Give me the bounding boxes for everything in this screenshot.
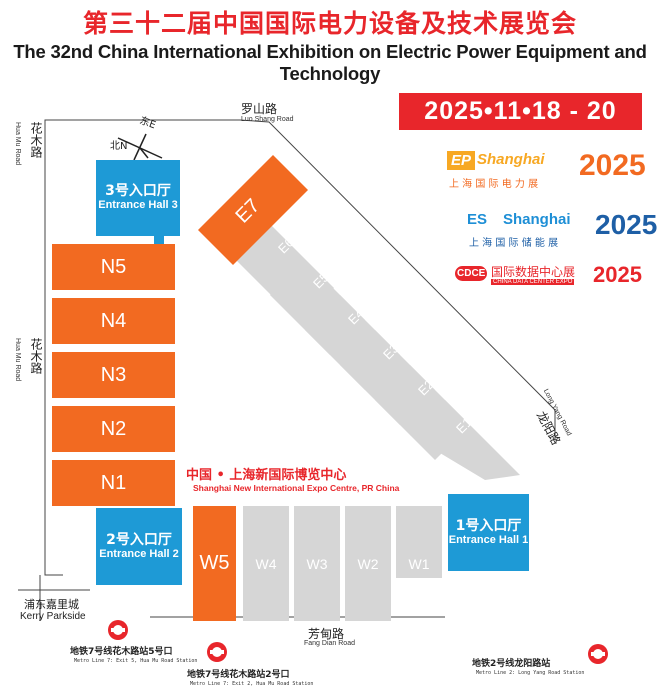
- logo-ep-city: Shanghai: [477, 151, 545, 168]
- kerry-parkside-cn: 浦东嘉里城: [24, 598, 79, 611]
- compass-icon: [117, 133, 163, 161]
- road-luoshan-en: Luo Shang Road: [241, 116, 294, 123]
- metro-icon: [588, 644, 608, 664]
- entrance-hall-2-en: Entrance Hall 2: [99, 547, 179, 560]
- entrance-hall-3: 3号入口厅 Entrance Hall 3: [96, 160, 180, 236]
- e-halls: [233, 222, 520, 480]
- logo-cdce-title: 国际数据中心展: [491, 265, 576, 279]
- entrance-hall-2: 2号入口厅 Entrance Hall 2: [96, 508, 182, 585]
- hall-e7: [198, 155, 308, 265]
- hall-n4: N4: [52, 298, 175, 344]
- logo-ep-sub: 上 海 国 际 电 力 展: [449, 179, 539, 190]
- venue-name-cn: 中国 • 上海新国际博览中心: [186, 468, 347, 483]
- compass-north: 北N: [110, 141, 128, 152]
- hall-n3: N3: [52, 352, 175, 398]
- hall-w2-label: W2: [357, 556, 379, 572]
- metro-2-cn: 地铁7号线花木路站2号口: [187, 670, 290, 680]
- hall-w2: [345, 506, 391, 621]
- logo-cdce: CDCE 国际数据中心展 CHINA DATA CENTER EXPO 2025: [455, 262, 657, 294]
- entrance-hall-3-cn: 3号入口厅: [105, 183, 171, 199]
- hall-e1: [410, 400, 520, 480]
- road-huamu-top-cn: 花木路: [29, 122, 43, 158]
- logo-ep-shanghai: EP Shanghai 2025 上 海 国 际 电 力 展: [447, 149, 657, 199]
- kerry-parkside-en: Kerry Parkside: [20, 611, 86, 622]
- logo-es-city: Shanghai: [503, 211, 571, 228]
- title-cn: 第三十二届中国国际电力设备及技术展览会: [82, 9, 577, 38]
- title-en: The 32nd China International Exhibition …: [13, 41, 647, 84]
- entrance-hall-1-en: Entrance Hall 1: [448, 533, 529, 546]
- logo-es-shanghai: ES Shanghai 2025 上 海 国 际 储 能 展: [467, 209, 657, 255]
- venue-name-en: Shanghai New International Expo Centre, …: [193, 483, 400, 493]
- entrance-hall-1-cn: 1号入口厅: [455, 517, 522, 534]
- logo-es-sub: 上 海 国 际 储 能 展: [469, 238, 559, 249]
- logo-es-year: 2025: [595, 209, 658, 240]
- road-luoshan-cn: 罗山路: [241, 102, 278, 116]
- hall3-connector: [154, 236, 164, 246]
- hall-w3: [294, 506, 340, 621]
- hall-w1-label: W1: [408, 556, 430, 572]
- hall-w1: [396, 506, 442, 578]
- hall-n5: N5: [52, 244, 175, 290]
- hall-w3-label: W3: [306, 556, 328, 572]
- date-banner: 2025•11•18 - 20: [399, 93, 642, 130]
- hall-w4: [243, 506, 289, 621]
- metro-1-en: Metro Line 7: Exit 5, Hua Mu Road Statio…: [74, 658, 198, 664]
- logo-cdce-sub: CHINA DATA CENTER EXPO: [491, 279, 575, 285]
- logo-ep-year: 2025: [579, 149, 646, 182]
- road-huamu-mid-en: Hua Mu Road: [14, 338, 21, 382]
- hall-n1: N1: [52, 460, 175, 506]
- logo-cdce-mark: CDCE: [455, 266, 488, 281]
- entrance-hall-3-en: Entrance Hall 3: [98, 199, 178, 211]
- road-huamu-mid-cn: 花木路: [29, 338, 43, 374]
- hall-w5: W5: [193, 506, 236, 621]
- hall-w4-label: W4: [255, 556, 277, 572]
- logo-es-mark: ES: [467, 211, 488, 228]
- logo-ep-mark: EP: [447, 151, 476, 170]
- entrance-hall-1: 1号入口厅 Entrance Hall 1: [448, 494, 529, 571]
- road-huamu-top-en: Hua Mu Road: [14, 122, 21, 166]
- logo-cdce-year: 2025: [593, 262, 642, 287]
- entrance-hall-2-cn: 2号入口厅: [106, 531, 172, 548]
- metro-icon: [108, 620, 128, 640]
- metro-2-en: Metro Line 7: Exit 2, Hua Mu Road Statio…: [190, 681, 314, 687]
- road-fangdian-en: Fang Dian Road: [304, 640, 355, 647]
- metro-3-en: Metro Line 2: Long Yang Road Station: [476, 670, 585, 676]
- site-outline: [44, 119, 556, 576]
- metro-1-cn: 地铁7号线花木路站5号口: [70, 647, 173, 657]
- hall-n2: N2: [52, 406, 175, 452]
- road-fangdian-cn: 芳甸路: [308, 627, 345, 641]
- metro-3-cn: 地铁2号线龙阳路站: [472, 659, 551, 669]
- metro-icon: [207, 642, 227, 662]
